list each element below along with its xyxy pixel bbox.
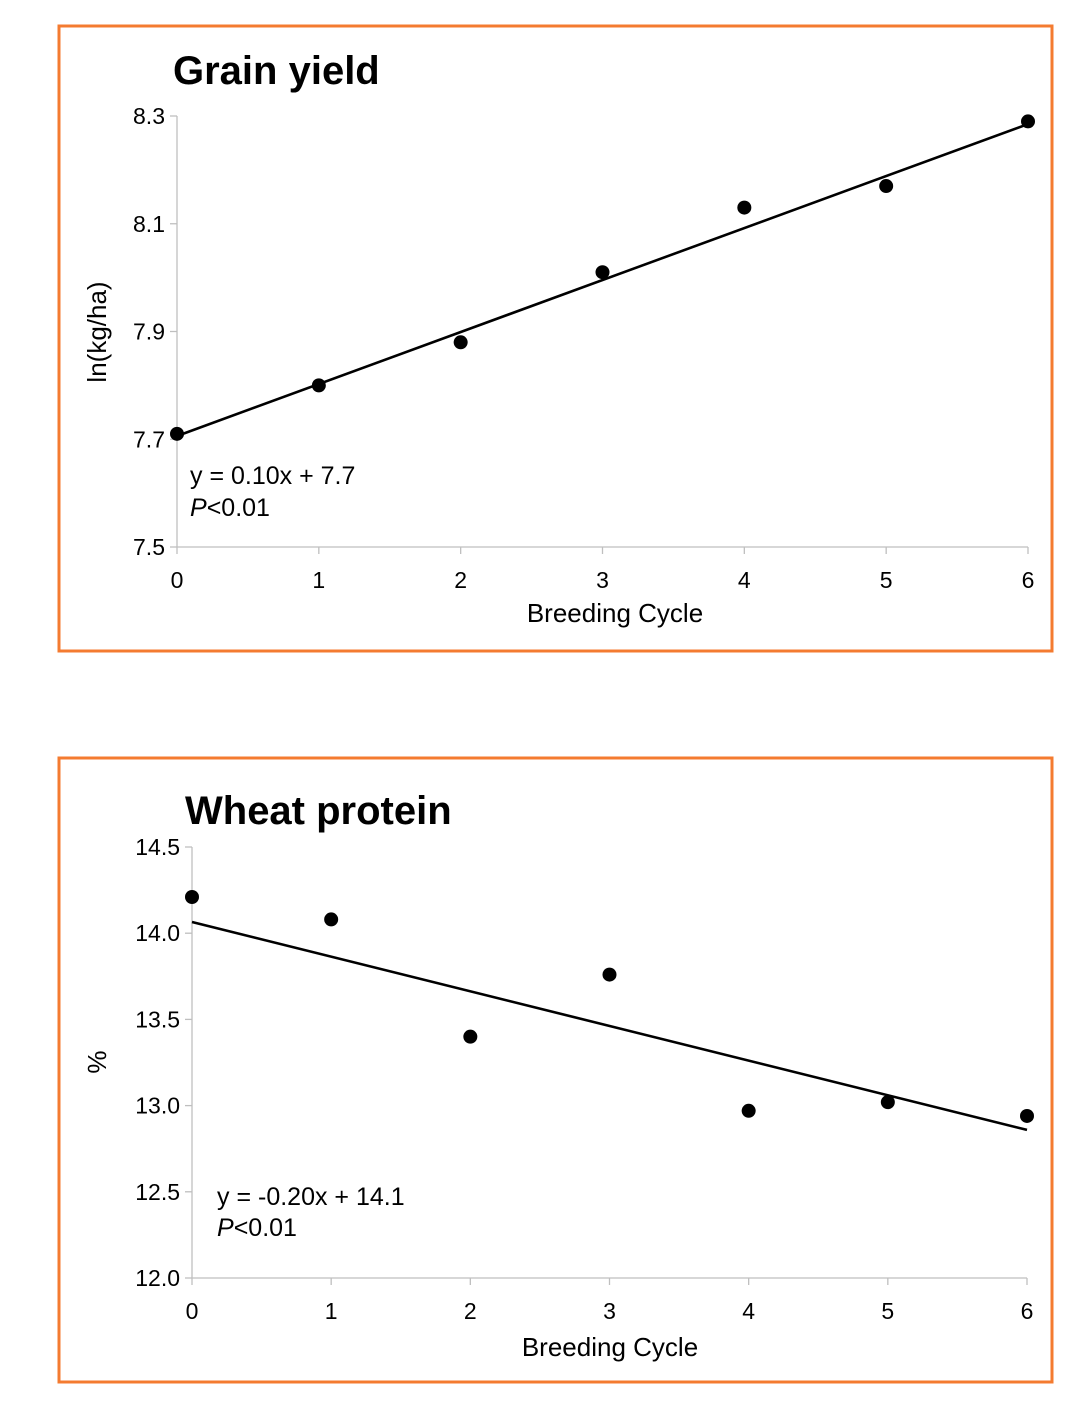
- p-value: <0.01: [207, 494, 270, 522]
- chart-frame: [57, 24, 1054, 653]
- y-tick-label: 8.3: [133, 103, 165, 129]
- chart-frame: [57, 756, 1054, 1384]
- y-tick-label: 12.0: [135, 1265, 180, 1291]
- data-point: [595, 265, 610, 280]
- grain-yield-chart: Grain yield Breeding Cycle ln(kg/ha) y =…: [57, 24, 1054, 653]
- p-value: <0.01: [234, 1214, 297, 1242]
- plot-area: 7.5 7.7 7.9 8.1 8.3 0 1 2 3 4 5 6: [133, 103, 1035, 593]
- data-point: [1021, 114, 1035, 129]
- y-tick-label: 7.7: [133, 426, 165, 452]
- y-tick-label: 7.9: [133, 319, 165, 345]
- regression-equation: y = -0.20x + 14.1: [217, 1183, 405, 1211]
- y-tick-label: 8.1: [133, 211, 165, 237]
- x-tick-label: 3: [596, 567, 609, 593]
- data-point: [185, 889, 199, 904]
- regression-equation: y = 0.10x + 7.7: [190, 462, 355, 490]
- y-tick-label: 12.5: [135, 1179, 180, 1205]
- p-symbol: P: [190, 494, 207, 522]
- y-tick-label: 14.0: [135, 920, 180, 946]
- x-tick-label: 3: [603, 1298, 616, 1324]
- x-tick-label: 4: [738, 567, 751, 593]
- x-tick-label: 1: [325, 1298, 338, 1324]
- x-tick-label: 6: [1022, 567, 1035, 593]
- y-tick-label: 14.5: [135, 834, 180, 860]
- x-tick-label: 4: [742, 1298, 755, 1324]
- chart-title: Grain yield: [173, 49, 380, 93]
- wheat-protein-chart: Wheat protein Breeding Cycle % y = -0.20…: [57, 756, 1054, 1384]
- x-tick-label: 6: [1021, 1298, 1034, 1324]
- data-point: [741, 1103, 756, 1118]
- x-tick-label: 2: [454, 567, 467, 593]
- y-tick-label: 13.0: [135, 1093, 180, 1119]
- p-value-annotation: P<0.01: [217, 1214, 297, 1242]
- x-tick-label: 0: [186, 1298, 199, 1324]
- data-point: [170, 426, 184, 441]
- data-point: [463, 1029, 478, 1044]
- y-axis-label: ln(kg/ha): [82, 281, 112, 382]
- data-point: [879, 179, 894, 194]
- x-tick-label: 5: [881, 1298, 894, 1324]
- x-tick-label: 2: [464, 1298, 477, 1324]
- plot-area: 12.0 12.5 13.0 13.5 14.0 14.5 0 1 2 3 4 5 6: [135, 834, 1034, 1324]
- x-tick-label: 5: [880, 567, 893, 593]
- y-tick-label: 13.5: [135, 1006, 180, 1032]
- data-point: [602, 967, 617, 982]
- p-value-annotation: P<0.01: [190, 494, 270, 522]
- data-point: [453, 335, 468, 350]
- data-point: [737, 200, 752, 215]
- x-axis-label: Breeding Cycle: [527, 598, 703, 628]
- data-point: [311, 378, 326, 393]
- data-point: [1020, 1108, 1034, 1123]
- y-tick-label: 7.5: [133, 534, 165, 560]
- y-axis-label: %: [82, 1050, 112, 1073]
- x-tick-label: 0: [171, 567, 184, 593]
- p-symbol: P: [217, 1214, 234, 1242]
- x-tick-label: 1: [312, 567, 325, 593]
- x-axis-label: Breeding Cycle: [522, 1332, 698, 1362]
- data-point: [324, 912, 339, 927]
- chart-title: Wheat protein: [185, 789, 452, 833]
- data-point: [880, 1095, 895, 1110]
